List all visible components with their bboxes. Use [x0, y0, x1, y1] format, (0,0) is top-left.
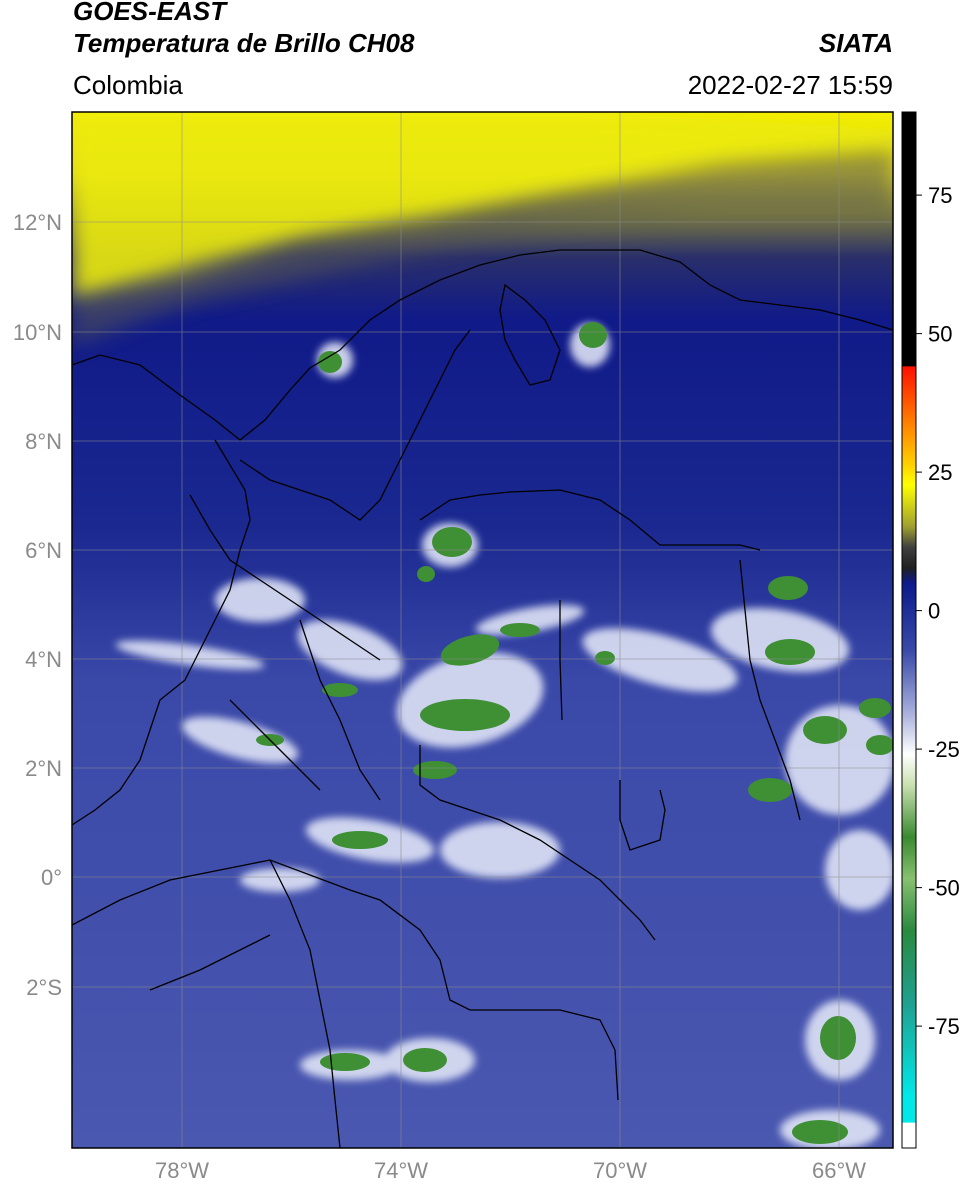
- border-north: [239, 329, 471, 521]
- lat-tick-8n: 8°N: [25, 429, 62, 454]
- border-internal-5: [299, 619, 381, 801]
- border-internal-2: [419, 745, 656, 941]
- country-borders: [72, 249, 893, 1148]
- lon-tick-66w: 66°W: [812, 1158, 866, 1183]
- colorbar-tick-label: -50: [928, 876, 960, 901]
- map-area: [72, 112, 893, 1148]
- colorbar-tick-label: 25: [928, 460, 952, 485]
- map-frame: [71, 111, 894, 1149]
- border-ecuador: [149, 934, 271, 991]
- colorbar-tick-label: 50: [928, 322, 952, 347]
- lon-tick-70w: 70°W: [593, 1158, 647, 1183]
- colorbar-frame: [901, 111, 917, 1149]
- latitude-ticks: 12°N 10°N 8°N 6°N 4°N 2°N 0° 2°S: [13, 210, 62, 1000]
- transition-band: [72, 150, 893, 345]
- lon-tick-74w: 74°W: [374, 1158, 428, 1183]
- border-internal-3: [619, 780, 666, 851]
- lat-tick-2s: 2°S: [26, 975, 62, 1000]
- source-label: SIATA: [818, 28, 893, 58]
- lat-tick-2n: 2°N: [25, 756, 62, 781]
- border-internal-1: [559, 600, 563, 721]
- lat-tick-6n: 6°N: [25, 538, 62, 563]
- colorbar-tick-label: -25: [928, 737, 960, 762]
- pacific-coastline: [72, 439, 251, 826]
- timestamp: 2022-02-27 15:59: [687, 70, 893, 100]
- lat-tick-12n: 12°N: [13, 210, 62, 235]
- border-peru: [269, 859, 341, 1148]
- colorbar-tick-label: -75: [928, 1014, 960, 1039]
- product-title: Temperatura de Brillo CH08: [73, 28, 415, 58]
- border-internal-6: [229, 699, 321, 791]
- longitude-ticks: 78°W 74°W 70°W 66°W: [155, 1158, 866, 1183]
- lat-tick-10n: 10°N: [13, 320, 62, 345]
- colorbar-gradient: [902, 112, 916, 1148]
- border-brazil-east: [739, 559, 801, 821]
- caribbean-coastline: [72, 249, 893, 441]
- lake-maracaibo: [499, 283, 561, 386]
- lon-tick-78w: 78°W: [155, 1158, 209, 1183]
- region-label: Colombia: [73, 70, 183, 100]
- lat-tick-0: 0°: [41, 865, 62, 890]
- colorbar: 75 50 25 0 -25 -50 -75: [901, 111, 960, 1149]
- colorbar-tick-label: 0: [928, 599, 940, 624]
- border-internal-4: [189, 494, 381, 661]
- warm-dry-band: [72, 112, 893, 300]
- colorbar-ticks: 75 50 25 0 -25 -50 -75: [916, 183, 960, 1039]
- gridlines: [72, 112, 893, 1148]
- border-south: [72, 859, 619, 1101]
- border-venezuela: [419, 489, 761, 551]
- lat-tick-4n: 4°N: [25, 647, 62, 672]
- colorbar-tick-label: 75: [928, 183, 952, 208]
- satellite-name: GOES-EAST: [73, 0, 227, 26]
